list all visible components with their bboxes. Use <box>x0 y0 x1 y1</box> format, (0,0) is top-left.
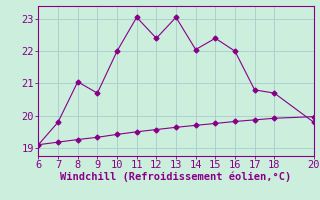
X-axis label: Windchill (Refroidissement éolien,°C): Windchill (Refroidissement éolien,°C) <box>60 172 292 182</box>
